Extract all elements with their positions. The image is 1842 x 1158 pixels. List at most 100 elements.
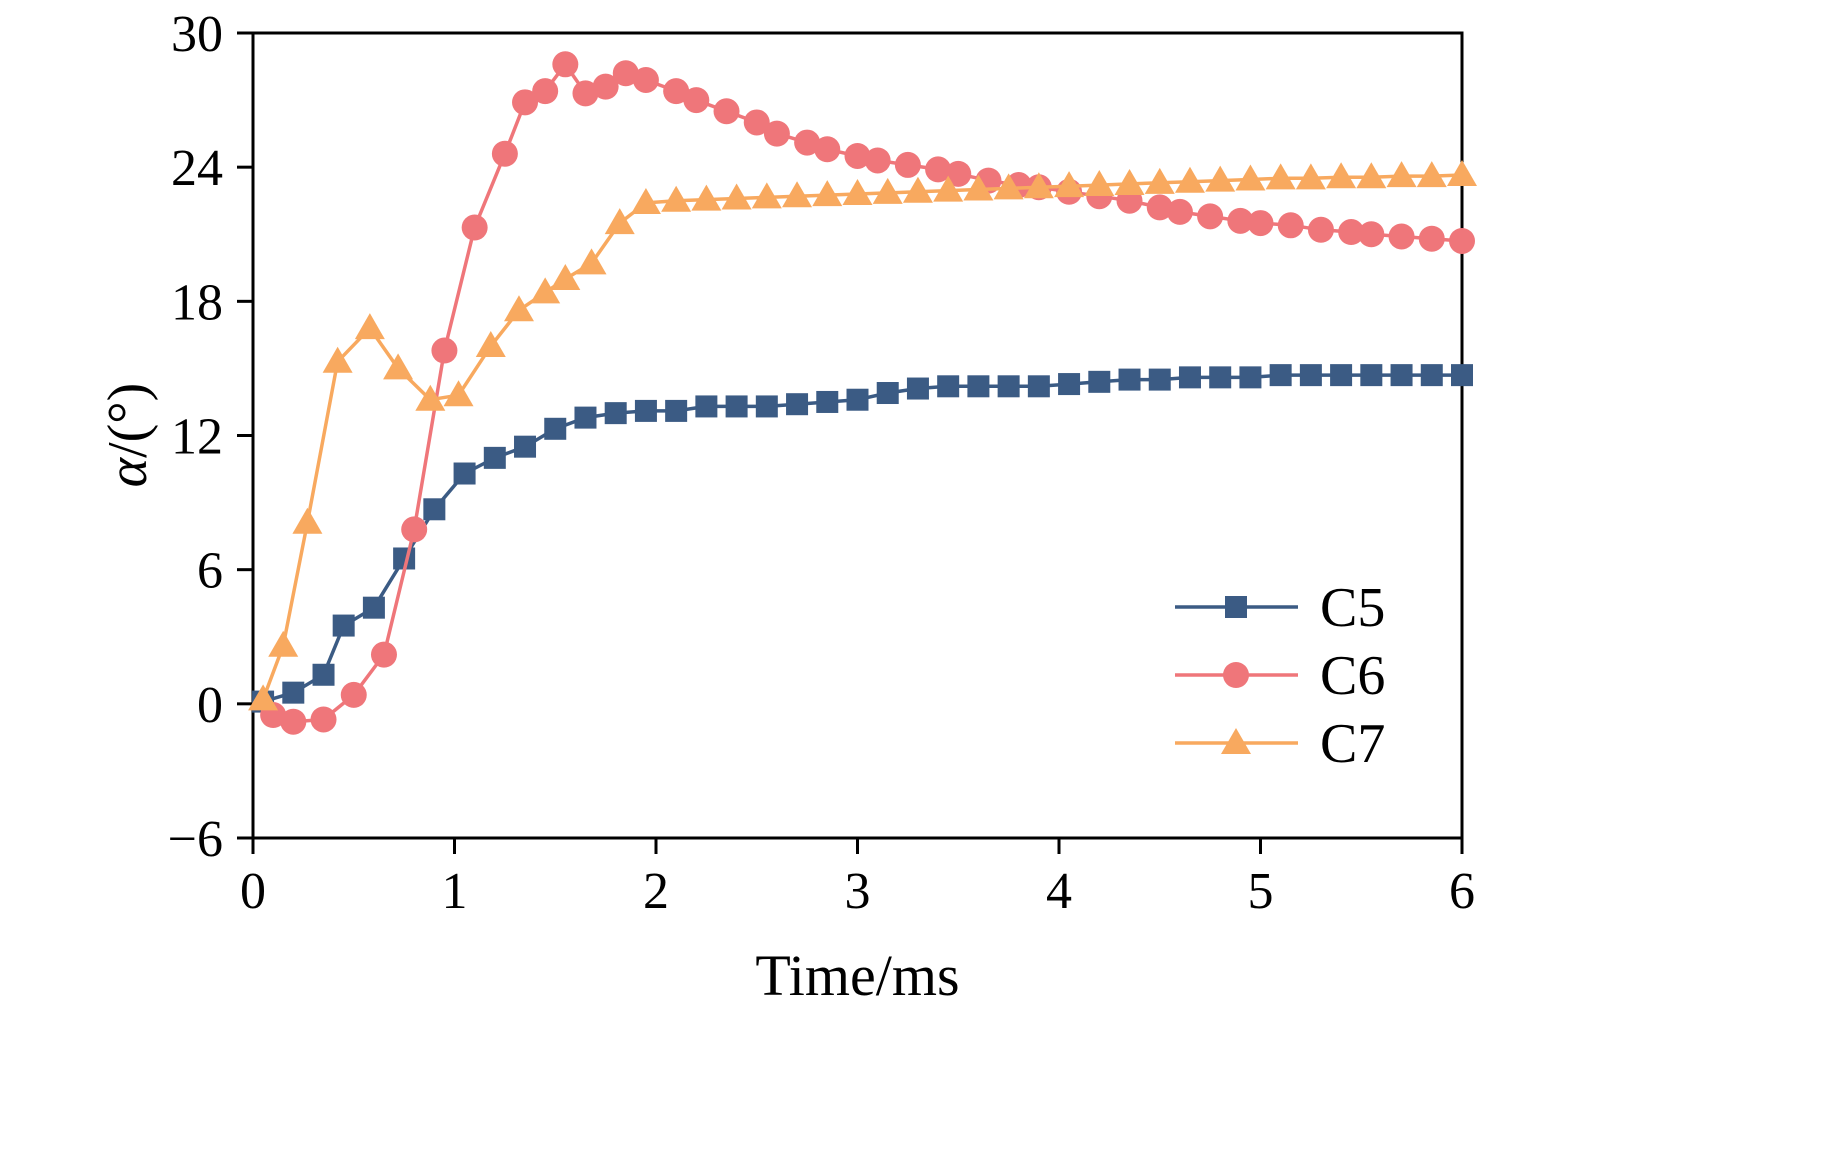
marker-triangle [1023, 172, 1054, 199]
marker-circle [713, 98, 740, 125]
marker-triangle [576, 248, 607, 275]
legend-label-C7: C7 [1320, 713, 1385, 775]
marker-square [1148, 368, 1171, 391]
marker-triangle [1416, 161, 1447, 188]
marker-circle [340, 681, 367, 708]
marker-circle [945, 160, 972, 187]
marker-circle [1227, 207, 1254, 234]
marker-triangle [415, 384, 446, 411]
marker-circle [663, 78, 690, 105]
marker-circle [894, 151, 921, 178]
x-tick-label: 6 [1449, 863, 1475, 920]
marker-triangle [902, 176, 933, 203]
marker-square [312, 663, 335, 686]
marker-circle [1247, 210, 1274, 237]
marker-square [816, 390, 839, 413]
marker-circle [1388, 223, 1415, 250]
marker-triangle [1144, 167, 1175, 194]
marker-circle [1166, 198, 1193, 225]
marker-circle [1338, 219, 1365, 246]
marker-square [997, 375, 1020, 398]
marker-triangle [963, 174, 994, 201]
marker-triangle [1084, 170, 1115, 197]
marker-triangle [268, 630, 299, 657]
marker-square [786, 393, 809, 416]
marker-circle [401, 516, 428, 543]
marker-triangle [354, 313, 385, 340]
y-tick-label: 18 [171, 274, 223, 331]
marker-triangle [933, 175, 964, 202]
marker-square [1269, 364, 1292, 387]
marker-circle [1449, 227, 1475, 254]
marker-triangle [248, 684, 279, 711]
marker-triangle [383, 353, 414, 380]
marker-triangle [475, 331, 506, 358]
marker-square [1058, 373, 1081, 396]
marker-square [665, 399, 688, 422]
marker-circle [491, 140, 518, 167]
marker-circle [864, 147, 891, 174]
marker-circle [844, 142, 871, 169]
marker-square [574, 406, 597, 429]
marker-circle [1277, 212, 1304, 239]
marker-circle [743, 109, 770, 136]
marker-triangle [691, 184, 722, 211]
marker-square [1299, 364, 1322, 387]
legend-label-C6: C6 [1320, 645, 1385, 707]
marker-triangle [630, 187, 661, 214]
marker-triangle [1114, 168, 1145, 195]
marker-triangle [1205, 165, 1236, 192]
marker-circle [1418, 225, 1445, 252]
marker-triangle [1386, 161, 1417, 188]
marker-triangle [1295, 163, 1326, 190]
marker-square [604, 402, 627, 425]
x-tick-label: 0 [240, 863, 266, 920]
marker-square [1225, 596, 1247, 618]
marker-triangle [322, 346, 353, 373]
marker-square [282, 681, 305, 704]
marker-triangle [1326, 162, 1357, 189]
y-tick-label: 6 [197, 543, 223, 600]
marker-circle [512, 89, 539, 116]
marker-triangle [872, 177, 903, 204]
marker-circle [632, 66, 659, 93]
y-axis-label-units: /(°) [97, 382, 159, 458]
marker-square [695, 395, 718, 418]
x-tick-label: 4 [1046, 863, 1072, 920]
marker-triangle [721, 183, 752, 210]
y-tick-label: 12 [171, 409, 223, 466]
marker-square [1330, 364, 1353, 387]
marker-square [634, 399, 657, 422]
marker-triangle [1356, 162, 1387, 189]
marker-triangle [503, 295, 534, 322]
marker-square [1390, 364, 1413, 387]
marker-circle [1307, 216, 1334, 243]
marker-circle [552, 51, 579, 78]
y-tick-label: 30 [171, 6, 223, 63]
marker-square [1027, 375, 1050, 398]
marker-square [1178, 366, 1201, 389]
marker-triangle [661, 185, 692, 212]
marker-square [544, 417, 567, 440]
marker-circle [763, 120, 790, 147]
marker-triangle [1221, 728, 1251, 754]
legend-label-C5: C5 [1320, 577, 1385, 639]
marker-circle [532, 78, 559, 105]
marker-circle [280, 708, 307, 735]
marker-square [332, 614, 355, 637]
marker-circle [310, 706, 337, 733]
series-markers-C7 [248, 159, 1477, 711]
marker-square [906, 377, 929, 400]
series-markers-C5 [252, 364, 1473, 713]
marker-triangle [1235, 164, 1266, 191]
marker-square [514, 435, 537, 458]
marker-circle [592, 73, 619, 100]
marker-circle [1197, 203, 1224, 230]
x-axis-label: Time/ms [755, 943, 960, 1008]
marker-circle [431, 337, 458, 364]
marker-square [725, 395, 748, 418]
marker-triangle [292, 507, 323, 534]
x-tick-label: 1 [442, 863, 468, 920]
